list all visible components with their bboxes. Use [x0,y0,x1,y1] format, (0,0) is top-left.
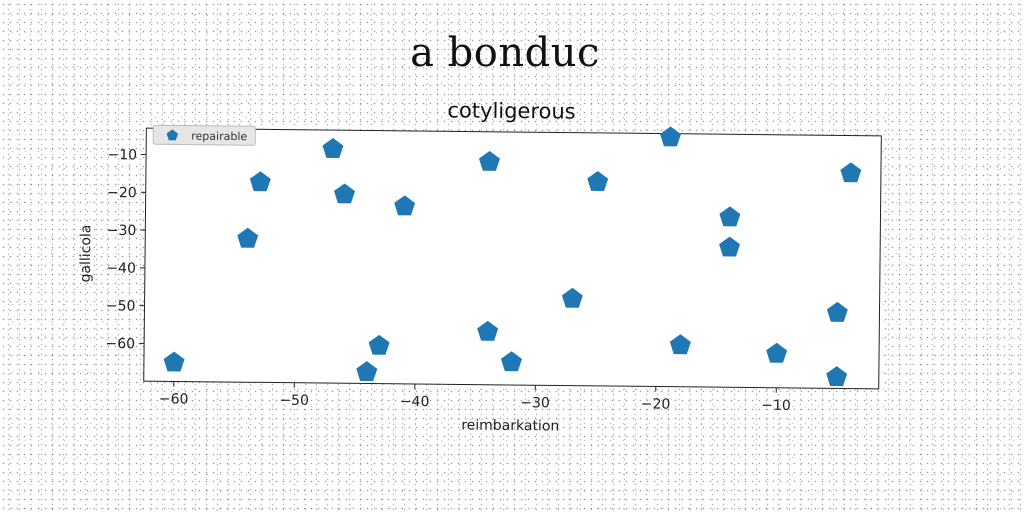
data-point [334,183,356,204]
legend-label: repairable [191,130,247,144]
data-point [561,287,583,308]
x-tick-label: −20 [641,396,671,412]
x-tick-label: −40 [400,394,430,410]
data-point [477,320,499,341]
axis-ticks: −60 −50 −40 −30 −20 −10 −10 −20 −30 −40 −50 −60 [105,147,791,414]
data-point [163,351,185,372]
data-point [766,342,788,363]
y-axis-label: gallicola [78,225,95,283]
y-tick-label: −50 [106,298,136,314]
x-tick-label: −50 [279,393,309,409]
data-point [368,334,390,355]
x-axis-label: reimbarkation [461,417,559,434]
data-point [237,227,259,248]
data-points [163,126,862,387]
x-tick-label: −30 [520,395,550,411]
legend-box [152,124,256,146]
y-tick-label: −10 [107,147,137,163]
x-tick-label: −60 [159,391,189,407]
y-tick-label: −30 [107,223,137,239]
data-point [356,361,378,382]
y-tick-label: −40 [106,260,136,276]
data-point [587,170,609,191]
data-point [500,351,522,372]
data-point [826,366,848,387]
data-point [322,138,344,158]
y-tick-label: −20 [107,185,137,201]
legend-marker [166,129,179,141]
legend: repairable [152,124,256,146]
y-tick-label: −60 [105,336,135,352]
x-tick-label: −10 [761,398,791,414]
data-point [826,301,848,322]
figure-title: a bonduc [410,30,600,76]
data-point [394,195,416,216]
data-point [478,150,500,171]
data-point [719,206,741,227]
data-point [660,126,681,147]
plot-frame [143,127,882,390]
data-point [249,171,271,192]
data-point [719,236,740,257]
data-point [840,162,862,183]
data-point [669,334,691,355]
chart-title: cotyligerous [447,98,575,123]
